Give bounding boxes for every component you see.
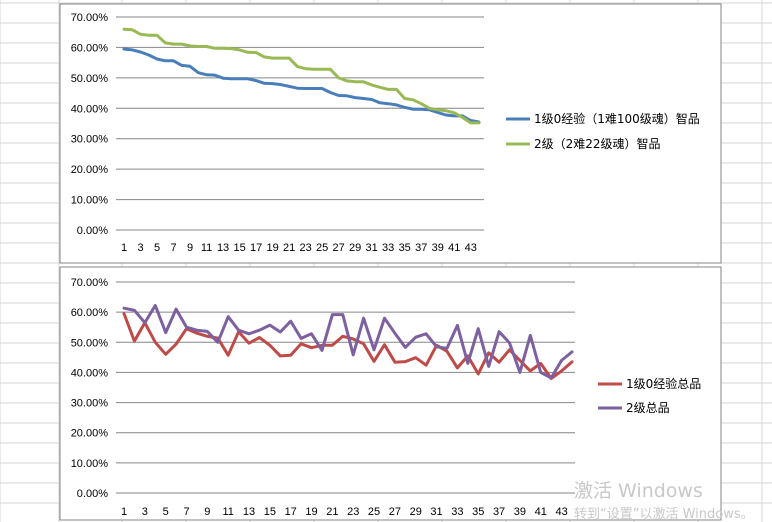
chart-bottom-gridlines (116, 281, 575, 494)
x-tick-label: 11 (201, 242, 212, 254)
x-tick-label: 7 (170, 242, 176, 254)
chart-top-x-axis: 1 3 5 7 9 11 13 15 17 19 21 23 25 27 29 31 33 35 37 39 41 43 (121, 242, 477, 254)
series-line (122, 27, 481, 125)
x-tick-label: 27 (333, 242, 345, 254)
x-tick-label: 19 (305, 506, 317, 518)
chart-top-y-axis: 0.00% 10.00% 20.00% 30.00% 40.00% 50.00% 60.00… (71, 12, 109, 237)
x-tick-label: 13 (217, 242, 229, 254)
x-tick-label: 3 (137, 242, 143, 254)
y-tick-label: 40.00% (71, 103, 109, 115)
chart-bottom-y-axis: 0.00% 10.00% 20.00% 30.00% 40.00% 50.00% 60.00… (71, 277, 109, 500)
legend-label: 2级总品 (626, 401, 670, 415)
x-tick-label: 41 (448, 242, 460, 254)
x-tick-label: 25 (316, 242, 328, 254)
x-tick-label: 5 (154, 242, 160, 254)
x-tick-label: 35 (399, 242, 411, 254)
y-tick-label: 40.00% (71, 367, 109, 379)
chart-top-plot (122, 27, 481, 125)
y-tick-label: 10.00% (71, 458, 109, 470)
x-tick-label: 15 (233, 242, 245, 254)
series-line (122, 47, 481, 124)
y-tick-label: 50.00% (71, 337, 109, 349)
x-tick-label: 19 (266, 242, 278, 254)
chart-bottom-area[interactable] (59, 266, 722, 521)
y-tick-label: 70.00% (71, 12, 109, 24)
x-tick-label: 37 (415, 242, 427, 254)
x-tick-label: 41 (535, 506, 547, 518)
y-tick-label: 70.00% (71, 277, 109, 289)
y-tick-label: 30.00% (71, 134, 109, 146)
x-tick-label: 33 (382, 242, 394, 254)
legend-label: 2级（2难22级魂）智品 (534, 136, 661, 151)
x-tick-label: 27 (389, 506, 401, 518)
y-tick-label: 0.00% (77, 488, 108, 500)
x-tick-label: 29 (410, 506, 422, 518)
x-tick-label: 15 (264, 506, 276, 518)
x-tick-label: 39 (432, 242, 444, 254)
x-tick-label: 43 (555, 506, 567, 518)
y-tick-label: 10.00% (71, 195, 109, 207)
watermark-subtitle: 转到“设置”以激活 Windows。 (574, 507, 754, 522)
x-tick-label: 31 (430, 506, 442, 518)
y-tick-label: 20.00% (71, 428, 109, 440)
x-tick-label: 23 (300, 242, 312, 254)
activation-watermark: 激活 Windows 转到“设置”以激活 Windows。 (574, 480, 754, 522)
y-tick-label: 20.00% (71, 164, 109, 176)
x-tick-label: 25 (368, 506, 380, 518)
y-tick-label: 30.00% (71, 398, 109, 410)
legend-label: 1级0经验总品 (626, 376, 701, 391)
x-tick-label: 31 (366, 242, 378, 254)
x-tick-label: 37 (493, 506, 505, 518)
legend-label: 1级0经验（1难100级魂）智品 (534, 111, 700, 126)
y-tick-label: 0.00% (77, 225, 108, 237)
x-tick-label: 17 (285, 506, 297, 518)
series-line (122, 304, 574, 380)
chart-top-area[interactable] (59, 3, 722, 264)
y-tick-label: 60.00% (71, 42, 109, 54)
chart-bottom-x-axis: 1 3 5 7 9 11 13 15 17 19 21 23 25 27 29 31 33 35 37 39 41 43 (121, 506, 568, 518)
chart-top-gridlines (116, 16, 484, 231)
x-tick-label: 7 (183, 506, 189, 518)
x-tick-label: 29 (349, 242, 361, 254)
x-tick-label: 23 (347, 506, 359, 518)
x-tick-label: 43 (465, 242, 477, 254)
x-tick-label: 1 (121, 242, 127, 254)
x-tick-label: 11 (222, 506, 233, 518)
chart-top-legend[interactable]: 1级0经验（1难100级魂）智品 2级（2难22级魂）智品 (506, 111, 700, 151)
x-tick-label: 33 (451, 506, 463, 518)
watermark-title: 激活 Windows (574, 480, 703, 502)
x-tick-label: 13 (243, 506, 255, 518)
chart-bottom[interactable]: 0.00% 10.00% 20.00% 30.00% 40.00% 50.00% 60.00… (59, 266, 722, 521)
x-tick-label: 21 (326, 506, 338, 518)
y-tick-label: 60.00% (71, 307, 109, 319)
x-tick-label: 39 (514, 506, 526, 518)
chart-top[interactable]: 0.00% 10.00% 20.00% 30.00% 40.00% 50.00% 60.00… (59, 3, 722, 264)
x-tick-label: 9 (204, 506, 210, 518)
x-tick-label: 5 (163, 506, 169, 518)
chart-bottom-legend[interactable]: 1级0经验总品 2级总品 (598, 376, 701, 415)
y-tick-label: 50.00% (71, 73, 109, 85)
x-tick-label: 35 (472, 506, 484, 518)
x-tick-label: 1 (121, 506, 127, 518)
x-tick-label: 3 (142, 506, 148, 518)
x-tick-label: 17 (250, 242, 262, 254)
x-tick-label: 9 (187, 242, 193, 254)
x-tick-label: 21 (283, 242, 295, 254)
chart-bottom-plot (122, 304, 574, 380)
